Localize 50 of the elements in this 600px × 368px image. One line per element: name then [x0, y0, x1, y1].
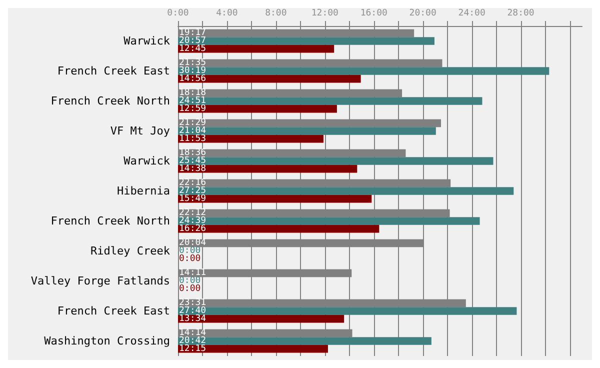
data-label: 0:00 — [179, 284, 201, 294]
y-tick-label: French Creek East — [57, 304, 170, 318]
bar — [178, 44, 334, 53]
bar — [178, 194, 372, 203]
y-tick-label: Washington Crossing — [44, 334, 170, 348]
x-tick-label: 24:00 — [458, 8, 486, 18]
bar — [178, 104, 337, 113]
data-label: 0:00 — [179, 246, 201, 256]
bar — [178, 37, 434, 45]
data-label: 15:49 — [179, 194, 206, 204]
data-label: 16:26 — [179, 224, 206, 234]
bar — [178, 67, 550, 75]
y-tick-label: Ridley Creek — [90, 244, 170, 258]
y-tick-label: French Creek North — [50, 214, 170, 228]
y-tick-label: French Creek East — [57, 64, 170, 78]
bar — [178, 74, 361, 83]
bar — [178, 224, 380, 233]
bar — [178, 134, 324, 143]
data-label: 14:38 — [179, 164, 206, 174]
x-tick-label: 28:00 — [507, 8, 534, 18]
bar — [178, 187, 514, 195]
bar — [178, 97, 482, 105]
bar — [178, 314, 344, 323]
x-tick-label: 20:00 — [409, 8, 436, 18]
x-tick-label: 16:00 — [360, 8, 388, 18]
y-tick-label: Warwick — [124, 34, 170, 48]
y-tick-label: Warwick — [124, 154, 170, 168]
bar — [178, 157, 494, 165]
bar — [178, 337, 432, 345]
y-tick-label: VF Mt Joy — [110, 124, 170, 138]
data-label: 11:53 — [179, 134, 206, 144]
data-label: 12:59 — [179, 104, 206, 114]
y-tick-label: Hibernia — [117, 184, 170, 198]
data-label: 12:45 — [179, 44, 206, 54]
x-tick-label: 12:00 — [311, 8, 338, 18]
y-tick-label: Valley Forge Fatlands — [30, 274, 170, 288]
data-label: 12:15 — [179, 344, 206, 354]
y-tick-label: French Creek North — [50, 94, 170, 108]
data-label: 0:00 — [179, 276, 201, 286]
data-label: 13:34 — [179, 314, 206, 324]
data-label: 0:00 — [179, 254, 201, 264]
x-tick-label: 8:00 — [265, 8, 287, 18]
x-tick-label: 4:00 — [216, 8, 238, 18]
bar — [178, 344, 328, 353]
bar — [178, 217, 480, 225]
x-tick-label: 0:00 — [167, 8, 189, 18]
bar — [178, 164, 358, 173]
bar — [178, 307, 517, 315]
bar — [178, 127, 436, 135]
data-label: 14:56 — [179, 74, 206, 84]
